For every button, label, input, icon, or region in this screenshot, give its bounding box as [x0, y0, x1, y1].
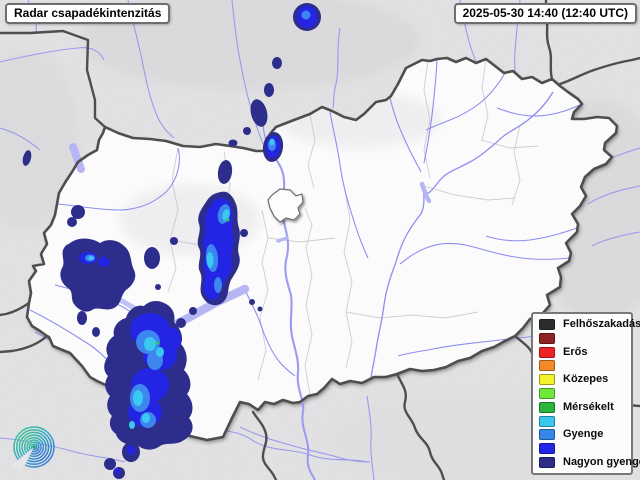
legend-row: Nagyon gyenge — [539, 456, 640, 468]
lake-tisza — [419, 181, 432, 204]
legend-row: Gyenge — [539, 428, 625, 441]
legend-swatch — [539, 429, 555, 441]
legend-row — [539, 415, 625, 427]
legend-label: Nagyon gyenge — [563, 455, 640, 468]
precipitation-layer — [22, 3, 321, 479]
legend-row: Mérsékelt — [539, 400, 625, 413]
legend-label: Gyenge — [563, 428, 604, 441]
lake-velence — [276, 236, 289, 243]
legend-swatch — [539, 374, 555, 386]
legend-swatch — [539, 456, 555, 468]
legend-label: Felhőszakadás — [563, 318, 640, 330]
legend-swatch — [539, 401, 555, 413]
legend-swatch — [539, 443, 555, 455]
legend-swatch — [539, 387, 555, 399]
legend-row — [539, 443, 625, 455]
intensity-legend: Felhőszakadás Erős Közepes Mérsékelt — [531, 312, 640, 475]
lake-ferto — [69, 143, 85, 173]
legend-swatch — [539, 415, 555, 427]
legend-swatch — [539, 332, 555, 344]
legend-label: Mérsékelt — [563, 400, 614, 413]
legend-row — [539, 360, 625, 372]
legend-label: Erős — [563, 345, 588, 358]
legend-row — [539, 332, 625, 344]
legend-row: Közepes — [539, 373, 625, 386]
legend-row: Felhőszakadás — [539, 319, 640, 330]
met-service-spiral-logo-icon — [12, 426, 55, 473]
legend-swatch — [539, 346, 555, 358]
page-title: Radar csapadékintenzitás — [14, 6, 162, 20]
legend-swatch — [539, 319, 555, 330]
timestamp-box: 2025-05-30 14:40 (12:40 UTC) — [453, 3, 637, 24]
hungary-border — [25, 56, 619, 442]
timestamp: 2025-05-30 14:40 (12:40 UTC) — [462, 6, 628, 20]
budapest-boundary — [267, 188, 304, 223]
map-title-box: Radar csapadékintenzitás — [5, 3, 171, 24]
rivers — [29, 59, 583, 480]
legend-row: Erős — [539, 345, 625, 358]
legend-row — [539, 387, 625, 399]
legend-label: Közepes — [563, 373, 609, 386]
legend-swatch — [539, 360, 555, 372]
